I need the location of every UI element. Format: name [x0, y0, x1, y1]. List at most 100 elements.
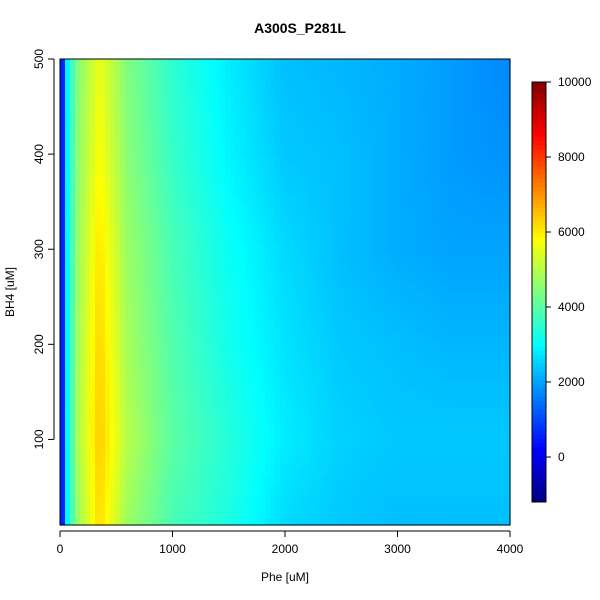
heatmap-cell: [455, 486, 461, 497]
heatmap-cell: [230, 175, 236, 186]
heatmap-cell: [450, 408, 456, 419]
heatmap-cell: [450, 136, 456, 147]
heatmap-cell: [410, 330, 416, 342]
heatmap-cell: [160, 321, 166, 332]
heatmap-cell: [450, 340, 456, 351]
heatmap-cell: [440, 88, 446, 99]
heatmap-cell: [495, 369, 501, 380]
heatmap-cell: [80, 398, 86, 410]
heatmap-cell: [165, 515, 171, 526]
heatmap-cell: [160, 359, 166, 371]
heatmap-cell: [255, 233, 261, 245]
heatmap-cell: [85, 408, 91, 419]
heatmap-cell: [490, 486, 496, 497]
heatmap-cell: [280, 185, 286, 196]
heatmap-cell: [165, 214, 171, 225]
heatmap-cell: [220, 253, 226, 264]
heatmap-cell: [340, 185, 346, 196]
heatmap-cell: [80, 59, 86, 70]
heatmap-cell: [360, 505, 366, 516]
heatmap-cell: [315, 447, 321, 458]
heatmap-cell: [400, 437, 406, 448]
heatmap-cell: [445, 311, 451, 322]
heatmap-cell: [450, 457, 456, 468]
heatmap-cell: [150, 78, 156, 89]
heatmap-cell: [380, 204, 386, 215]
heatmap-cell: [355, 292, 361, 303]
heatmap-cell: [220, 515, 226, 526]
colorbar-segment: [532, 220, 546, 226]
heatmap-cell: [445, 88, 451, 99]
heatmap-cell: [85, 389, 91, 400]
heatmap-cell: [220, 282, 226, 293]
heatmap-cell: [140, 262, 146, 274]
heatmap-cell: [465, 321, 471, 332]
heatmap-cell: [350, 330, 356, 342]
heatmap-cell: [255, 418, 261, 429]
heatmap-cell: [180, 447, 186, 458]
heatmap-cell: [265, 476, 271, 487]
heatmap-cell: [225, 476, 231, 487]
heatmap-cell: [405, 437, 411, 448]
heatmap-cell: [270, 97, 276, 109]
colorbar-segment: [532, 208, 546, 213]
heatmap-cell: [415, 175, 421, 186]
heatmap-cell: [100, 117, 106, 128]
heatmap-cell: [505, 427, 511, 439]
heatmap-cell: [240, 262, 246, 274]
heatmap-cell: [485, 466, 491, 478]
heatmap-cell: [240, 253, 246, 264]
heatmap-cell: [345, 185, 351, 196]
heatmap-cell: [135, 466, 141, 478]
heatmap-cell: [225, 97, 231, 109]
heatmap-cell: [275, 369, 281, 380]
heatmap-cell: [490, 282, 496, 293]
heatmap-cell: [125, 495, 131, 507]
heatmap-cell: [410, 398, 416, 410]
heatmap-cell: [235, 233, 241, 245]
heatmap-cell: [245, 447, 251, 458]
heatmap-cell: [295, 292, 301, 303]
heatmap-cell: [360, 437, 366, 448]
heatmap-cell: [180, 146, 186, 157]
heatmap-cell: [235, 272, 241, 283]
heatmap-cell: [360, 194, 366, 206]
heatmap-cell: [225, 301, 231, 313]
heatmap-cell: [150, 146, 156, 157]
heatmap-cell: [200, 59, 206, 70]
heatmap-cell: [330, 350, 336, 361]
heatmap-cell: [480, 495, 486, 507]
heatmap-cell: [415, 369, 421, 380]
heatmap-cell: [150, 107, 156, 118]
heatmap-cell: [175, 117, 181, 128]
heatmap-cell: [345, 398, 351, 410]
heatmap-cell: [500, 505, 506, 516]
heatmap-cell: [345, 282, 351, 293]
heatmap-cell: [200, 224, 206, 235]
heatmap-cell: [225, 369, 231, 380]
heatmap-cell: [430, 379, 436, 390]
heatmap-cell: [305, 233, 311, 245]
heatmap-cell: [190, 350, 196, 361]
heatmap-cell: [90, 321, 96, 332]
heatmap-cell: [65, 175, 71, 186]
heatmap-cell: [385, 262, 391, 274]
heatmap-cell: [335, 175, 341, 186]
heatmap-cell: [440, 495, 446, 507]
heatmap-cell: [130, 486, 136, 497]
heatmap-cell: [265, 165, 271, 177]
heatmap-cell: [275, 427, 281, 439]
heatmap-cell: [245, 321, 251, 332]
heatmap-cell: [170, 214, 176, 225]
heatmap-cell: [215, 126, 221, 138]
heatmap-cell: [175, 476, 181, 487]
heatmap-cell: [110, 146, 116, 157]
heatmap-cell: [65, 369, 71, 380]
heatmap-cell: [145, 156, 151, 167]
heatmap-cell: [65, 437, 71, 448]
heatmap-cell: [165, 301, 171, 313]
heatmap-cell: [90, 253, 96, 264]
heatmap-cell: [170, 126, 176, 138]
heatmap-cell: [410, 359, 416, 371]
heatmap-cell: [110, 97, 116, 109]
